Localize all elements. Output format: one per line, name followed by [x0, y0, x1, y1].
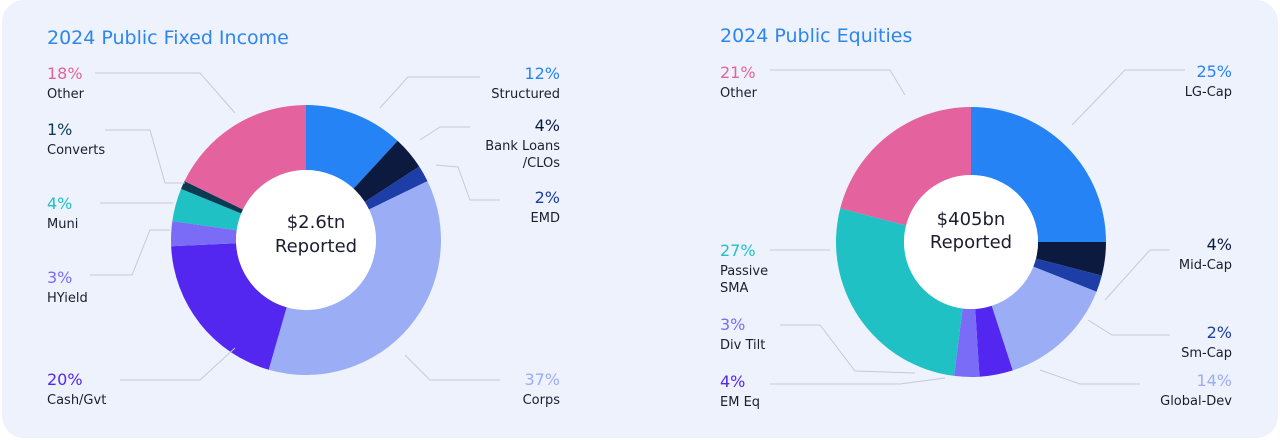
category-label-div-tilt: Div Tilt	[720, 338, 765, 353]
center-label-equities: Reported	[930, 232, 1012, 253]
category-label-structured: Structured	[491, 87, 560, 102]
category-label-mid-cap: Mid-Cap	[1179, 258, 1232, 273]
donut-center	[236, 170, 376, 310]
donut-fixed-income: 12% Structured 4% Bank Loans/CLOs 2% EMD 37% Co…	[47, 64, 560, 408]
category-label-bank-loans-clos: Bank Loans	[485, 139, 560, 154]
data-label-div-tilt: 3%	[720, 315, 745, 334]
category-label-passive-sma: SMA	[720, 281, 748, 296]
data-label-mid-cap: 4%	[1207, 235, 1232, 254]
data-label-other: 21%	[720, 63, 756, 82]
slice-sm-cap	[1033, 258, 1102, 292]
category-label-converts: Converts	[47, 143, 105, 158]
slice-muni	[172, 188, 242, 231]
center-total-equities: $405bn	[937, 209, 1006, 230]
chart-title-equities: 2024 Public Equities	[720, 25, 912, 47]
category-label-bank-loans-clos: /CLOs	[523, 156, 560, 171]
category-label-cash-gvt: Cash/Gvt	[47, 393, 106, 408]
slice-em-eq	[975, 305, 1013, 377]
leader-line-em-eq	[770, 377, 946, 385]
category-label-hyield: HYield	[47, 291, 88, 306]
leader-line-hyield	[90, 229, 170, 276]
data-label-em-eq: 4%	[720, 372, 745, 391]
data-label-passive-sma: 27%	[720, 241, 756, 260]
slice-global-dev	[991, 266, 1097, 371]
leader-line-div-tilt	[780, 324, 916, 374]
leader-line-sm-cap	[1087, 319, 1170, 336]
slice-lg-cap	[971, 107, 1106, 242]
leader-line-bank-loans-clos	[419, 126, 470, 141]
category-label-em-eq: EM Eq	[720, 395, 760, 410]
slice-converts	[181, 181, 243, 214]
data-label-cash-gvt: 20%	[47, 370, 83, 389]
data-label-converts: 1%	[47, 120, 72, 139]
data-label-lg-cap: 25%	[1196, 62, 1232, 81]
category-label-other: Other	[47, 87, 85, 102]
slice-corps	[268, 181, 441, 375]
data-label-sm-cap: 2%	[1207, 323, 1232, 342]
slice-mid-cap	[1035, 242, 1106, 276]
data-label-corps: 37%	[524, 370, 560, 389]
donut-center	[904, 175, 1038, 309]
center-label-fixed-income: Reported	[275, 236, 357, 257]
leader-line-structured	[379, 76, 480, 109]
slice-other	[184, 105, 306, 210]
donut-equities: 25% LG-Cap 4% Mid-Cap 2% Sm-Cap 14% Global-Dev 4…	[720, 62, 1232, 410]
leader-line-emd	[435, 164, 500, 201]
data-label-bank-loans-clos: 4%	[535, 116, 560, 135]
category-label-sm-cap: Sm-Cap	[1181, 346, 1232, 361]
category-label-corps: Corps	[523, 393, 561, 408]
slice-passive-sma	[836, 208, 963, 376]
data-label-other: 18%	[47, 64, 83, 83]
leader-line-corps	[404, 354, 500, 381]
data-label-structured: 12%	[524, 64, 560, 83]
category-label-global-dev: Global-Dev	[1160, 394, 1232, 409]
leader-line-other	[95, 72, 236, 114]
leader-line-cash-gvt	[120, 347, 236, 381]
data-label-muni: 4%	[47, 194, 72, 213]
category-label-emd: EMD	[531, 211, 560, 226]
data-label-emd: 2%	[535, 188, 560, 207]
chart-title-fixed-income: 2024 Public Fixed Income	[47, 27, 289, 49]
slice-hyield	[171, 221, 237, 247]
category-label-muni: Muni	[47, 217, 78, 232]
center-total-fixed-income: $2.6tn	[287, 212, 346, 233]
data-label-hyield: 3%	[47, 268, 72, 287]
data-label-global-dev: 14%	[1196, 371, 1232, 390]
leader-line-lg-cap	[1071, 69, 1185, 126]
leader-line-other	[770, 69, 906, 96]
leader-line-mid-cap	[1104, 249, 1170, 301]
category-label-lg-cap: LG-Cap	[1185, 85, 1232, 100]
category-label-other: Other	[720, 86, 758, 101]
slice-emd	[364, 166, 428, 210]
slice-bank-loans-clos	[353, 140, 420, 202]
leader-line-global-dev	[1039, 369, 1140, 385]
slice-div-tilt	[954, 308, 980, 378]
slice-cash-gvt	[171, 243, 287, 370]
slice-structured	[306, 105, 398, 189]
slice-other	[840, 107, 971, 226]
category-label-passive-sma: Passive	[720, 264, 768, 279]
leader-line-converts	[105, 129, 185, 184]
